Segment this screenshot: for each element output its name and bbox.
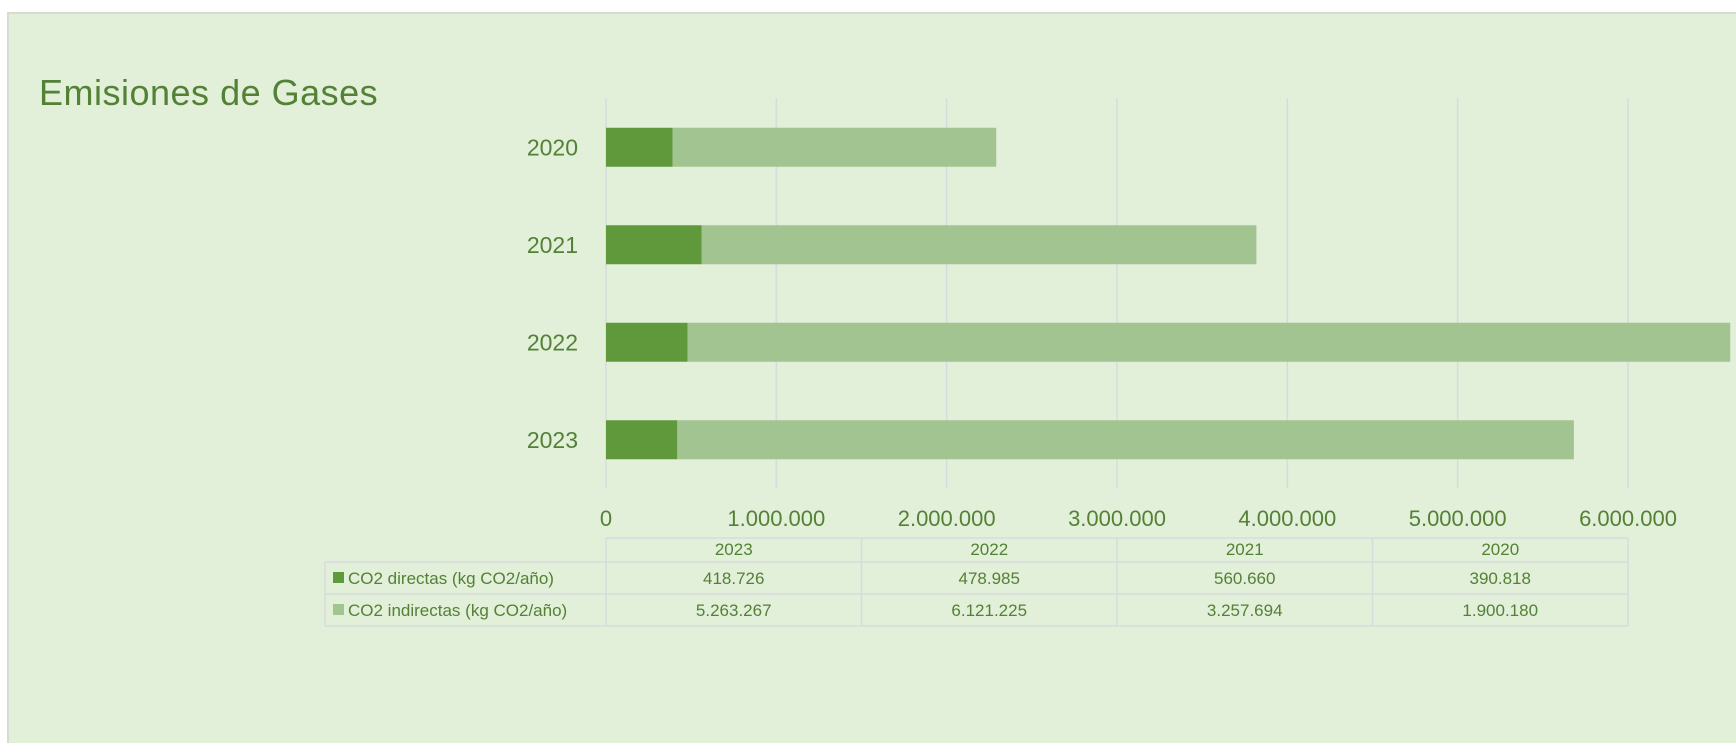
table-cell: 418.726 [703, 569, 764, 588]
table-cell: 3.257.694 [1207, 601, 1283, 620]
bar-indirectas-2020[interactable] [672, 127, 997, 167]
legend-key-indirectas [333, 604, 344, 615]
table-cell: 6.121.225 [951, 601, 1027, 620]
y-tick-label: 2022 [527, 329, 578, 355]
bar-indirectas-2023[interactable] [677, 420, 1574, 460]
table-header-cell: 2021 [1226, 540, 1264, 559]
chart-title: Emisiones de Gases [39, 72, 379, 113]
y-tick-label: 2021 [527, 232, 578, 258]
table-cell: 5.263.267 [696, 601, 772, 620]
table-cell: 560.660 [1214, 569, 1275, 588]
legend-label: CO2 indirectas (kg CO2/año) [348, 601, 567, 620]
x-tick-label: 2.000.000 [898, 506, 996, 531]
x-tick-label: 1.000.000 [727, 506, 825, 531]
x-tick-label: 0 [600, 506, 612, 531]
legend-key-directas [333, 572, 344, 583]
x-tick-label: 5.000.000 [1409, 506, 1507, 531]
legend-label: CO2 directas (kg CO2/año) [348, 569, 554, 588]
y-tick-label: 2020 [527, 134, 578, 160]
bar-directas-2021[interactable] [606, 225, 702, 265]
bar-directas-2020[interactable] [606, 127, 673, 167]
table-header-cell: 2022 [970, 540, 1008, 559]
bar-directas-2023[interactable] [606, 420, 678, 460]
table-cell: 1.900.180 [1462, 601, 1538, 620]
x-tick-label: 6.000.000 [1579, 506, 1677, 531]
y-tick-label: 2023 [527, 427, 578, 453]
bar-indirectas-2021[interactable] [701, 225, 1257, 265]
table-cell: 478.985 [959, 569, 1020, 588]
x-tick-label: 3.000.000 [1068, 506, 1166, 531]
table-header-cell: 2023 [715, 540, 753, 559]
bar-indirectas-2022[interactable] [687, 322, 1731, 362]
x-tick-label: 4.000.000 [1238, 506, 1336, 531]
table-cell: 390.818 [1470, 569, 1531, 588]
table-header-cell: 2020 [1481, 540, 1519, 559]
bar-directas-2022[interactable] [606, 322, 688, 362]
